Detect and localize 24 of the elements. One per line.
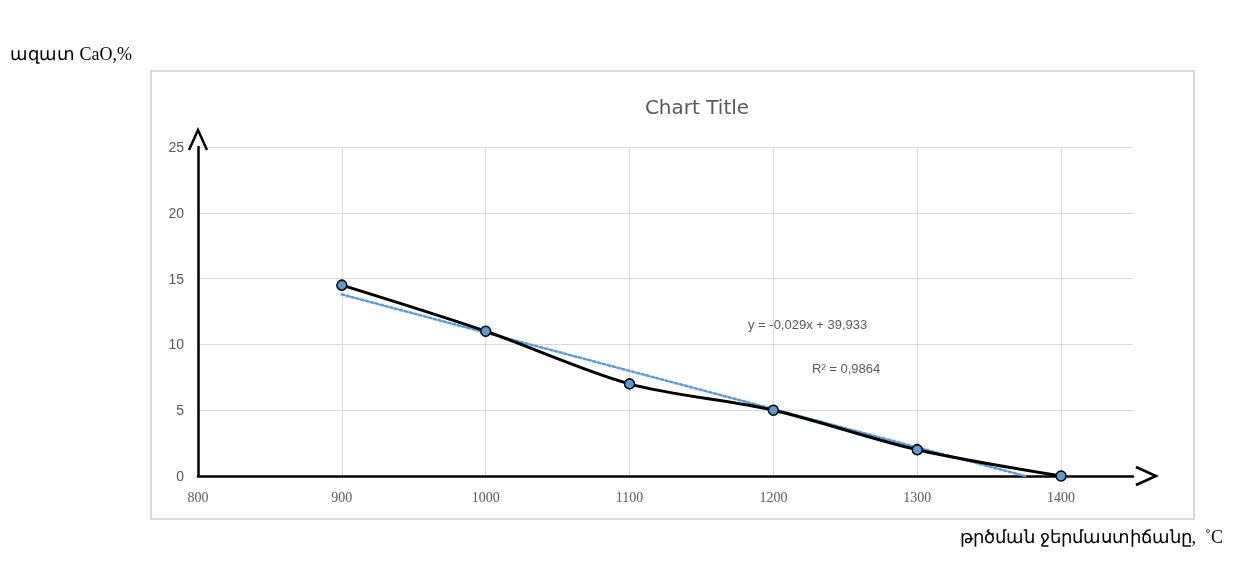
x-tick-label: 1100 — [615, 489, 644, 505]
x-tick-label: 1400 — [1047, 489, 1076, 505]
x-tick-label: 1200 — [759, 489, 788, 505]
point — [911, 443, 923, 456]
chart-title: Chart Title — [644, 95, 750, 119]
point — [336, 279, 348, 291]
x-tick-label: 900 — [331, 489, 353, 505]
y-tick-label: 0 — [176, 468, 185, 484]
annotation: R² = 0,9864 — [812, 361, 881, 376]
x-tick-label: 1300 — [903, 489, 932, 505]
y-tick-label: 10 — [168, 336, 185, 353]
x-tick-label: 800 — [187, 489, 209, 505]
x-tick-label: 1000 — [471, 489, 500, 505]
annotation: y = -0,029x + 39,933 — [748, 317, 868, 332]
point — [623, 378, 636, 390]
y-axis-title: ազատ CaO,% — [10, 44, 132, 64]
point — [1055, 470, 1067, 482]
y-tick-label: 5 — [176, 402, 185, 419]
y-tick-label: 20 — [168, 204, 185, 221]
point — [479, 325, 492, 337]
y-tick-label: 25 — [168, 139, 185, 155]
y-tick-label: 15 — [168, 270, 185, 287]
x-axis-title: թրծման ջերմաստիճանը, ˚C — [960, 527, 1223, 547]
point — [767, 404, 780, 416]
